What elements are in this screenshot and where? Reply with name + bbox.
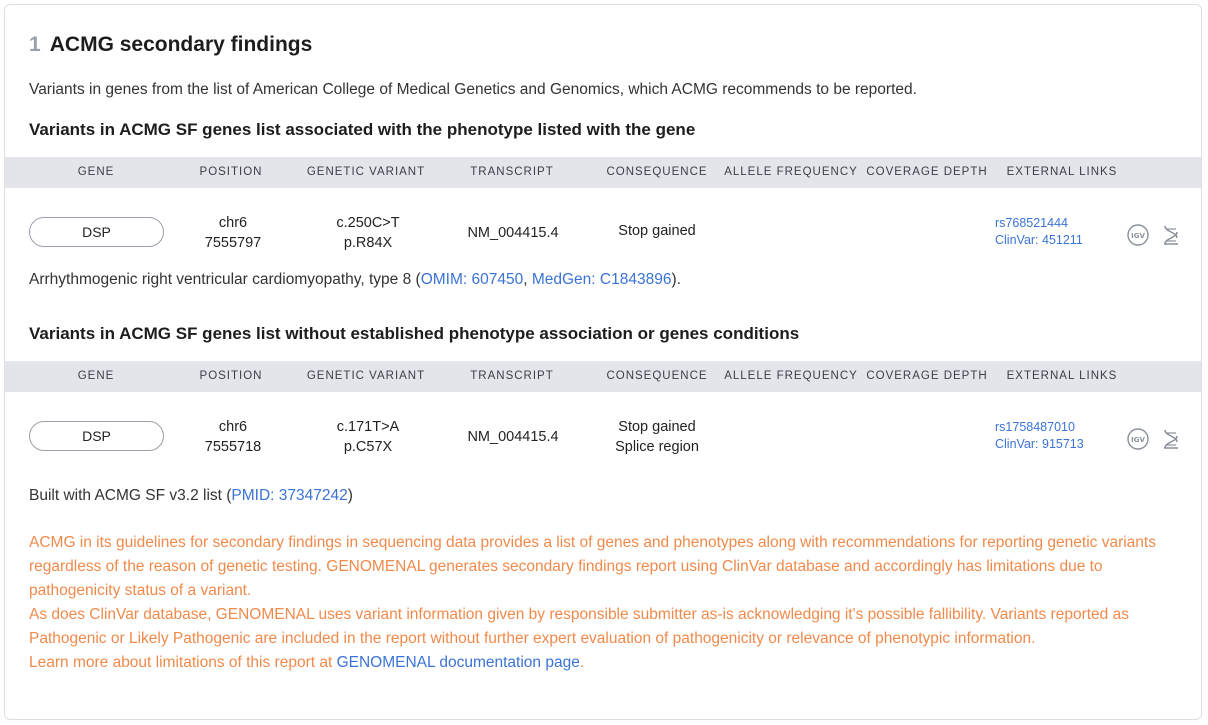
col-consequence: CONSEQUENCE: [606, 166, 708, 178]
table-header-1: GENE POSITION GENETIC VARIANT TRANSCRIPT…: [5, 157, 1201, 188]
consequence: Stop gained: [618, 223, 696, 239]
variant-cell: c.250C>T p.R84X: [336, 213, 399, 253]
gene-button[interactable]: DSP: [29, 217, 164, 247]
col-position: POSITION: [199, 370, 263, 382]
section-intro: Variants in genes from the list of Ameri…: [29, 81, 917, 98]
documentation-link[interactable]: GENOMENAL documentation page: [336, 654, 580, 671]
built-text: Built with ACMG SF v3.2 list (: [29, 487, 232, 504]
disclaimer-p3-text: Learn more about limitations of this rep…: [29, 654, 337, 671]
phenotype-note: Arrhythmogenic right ventricular cardiom…: [29, 271, 681, 289]
phenotype-text: Arrhythmogenic right ventricular cardiom…: [29, 271, 421, 288]
protein: p.R84X: [343, 235, 393, 251]
phenotype-end: ).: [671, 271, 681, 288]
svg-text:IGV: IGV: [1131, 436, 1145, 444]
col-variant: GENETIC VARIANT: [306, 370, 426, 382]
disclaimer-p2: As does ClinVar database, GENOMENAL uses…: [29, 606, 1129, 647]
position-cell: chr6 7555797: [205, 213, 261, 253]
section-number: 1: [29, 33, 41, 56]
col-external: EXTERNAL LINKS: [1006, 370, 1118, 382]
col-transcript: TRANSCRIPT: [470, 166, 554, 178]
pmid-link[interactable]: PMID: 37347242: [231, 487, 348, 504]
section-title: 1 ACMG secondary findings: [29, 33, 312, 57]
col-transcript: TRANSCRIPT: [470, 370, 554, 382]
consequence-secondary: Splice region: [615, 439, 699, 455]
acmg-card: 1 ACMG secondary findings Variants in ge…: [4, 4, 1202, 720]
external-links: rs1758487010 ClinVar: 915713: [995, 419, 1084, 453]
gene-button[interactable]: DSP: [29, 421, 164, 451]
clinvar-link[interactable]: ClinVar: 915713: [995, 437, 1084, 451]
disclaimer: ACMG in its guidelines for secondary fin…: [29, 531, 1179, 675]
group2-heading: Variants in ACMG SF genes list without e…: [29, 324, 800, 343]
protein: p.C57X: [343, 439, 393, 455]
chrom: chr6: [218, 215, 248, 231]
phenotype-sep: ,: [523, 271, 532, 288]
position-cell: chr6 7555718: [205, 417, 261, 457]
col-gene: GENE: [77, 370, 115, 382]
disclaimer-p3: Learn more about limitations of this rep…: [29, 651, 1179, 675]
disclaimer-p3-end: .: [579, 654, 585, 671]
cdna: c.250C>T: [336, 215, 400, 231]
dbsnp-link[interactable]: rs1758487010: [995, 420, 1075, 434]
built-end: ): [347, 487, 353, 504]
transcript-cell: NM_004415.4: [467, 429, 559, 445]
group1-heading: Variants in ACMG SF genes list associate…: [29, 120, 696, 139]
cdna: c.171T>A: [336, 419, 400, 435]
col-coverage: COVERAGE DEPTH: [866, 370, 988, 382]
chrom: chr6: [218, 419, 248, 435]
dna-icon[interactable]: [1159, 223, 1183, 247]
built-with-note: Built with ACMG SF v3.2 list (PMID: 3734…: [29, 487, 353, 505]
clinvar-link[interactable]: ClinVar: 451211: [995, 233, 1083, 247]
pos: 7555718: [204, 439, 262, 455]
omim-link[interactable]: OMIM: 607450: [420, 271, 524, 288]
variant-cell: c.171T>A p.C57X: [337, 417, 399, 457]
medgen-link[interactable]: MedGen: C1843896: [531, 271, 672, 288]
col-external: EXTERNAL LINKS: [1006, 166, 1118, 178]
disclaimer-p1: ACMG in its guidelines for secondary fin…: [29, 534, 1156, 599]
col-position: POSITION: [199, 166, 263, 178]
col-gene: GENE: [77, 166, 115, 178]
col-consequence: CONSEQUENCE: [606, 370, 708, 382]
pos: 7555797: [204, 235, 262, 251]
external-links: rs768521444 ClinVar: 451211: [995, 215, 1083, 249]
table-row: DSP chr6 7555797 c.250C>T p.R84X NM_0044…: [5, 203, 1201, 263]
section-title-text: ACMG secondary findings: [49, 33, 313, 56]
consequence-cell: Stop gained Splice region: [615, 417, 699, 457]
col-allele-freq: ALLELE FREQUENCY: [724, 370, 858, 382]
consequence-cell: Stop gained: [618, 221, 695, 241]
col-coverage: COVERAGE DEPTH: [866, 166, 988, 178]
col-variant: GENETIC VARIANT: [306, 166, 426, 178]
consequence: Stop gained: [618, 419, 696, 435]
col-allele-freq: ALLELE FREQUENCY: [724, 166, 858, 178]
table-row: DSP chr6 7555718 c.171T>A p.C57X NM_0044…: [5, 407, 1201, 467]
igv-icon[interactable]: IGV: [1126, 223, 1150, 247]
dbsnp-link[interactable]: rs768521444: [995, 216, 1068, 230]
dna-icon[interactable]: [1159, 427, 1183, 451]
table-header-2: GENE POSITION GENETIC VARIANT TRANSCRIPT…: [5, 361, 1201, 392]
svg-text:IGV: IGV: [1131, 232, 1145, 240]
igv-icon[interactable]: IGV: [1126, 427, 1150, 451]
transcript-cell: NM_004415.4: [467, 225, 559, 241]
